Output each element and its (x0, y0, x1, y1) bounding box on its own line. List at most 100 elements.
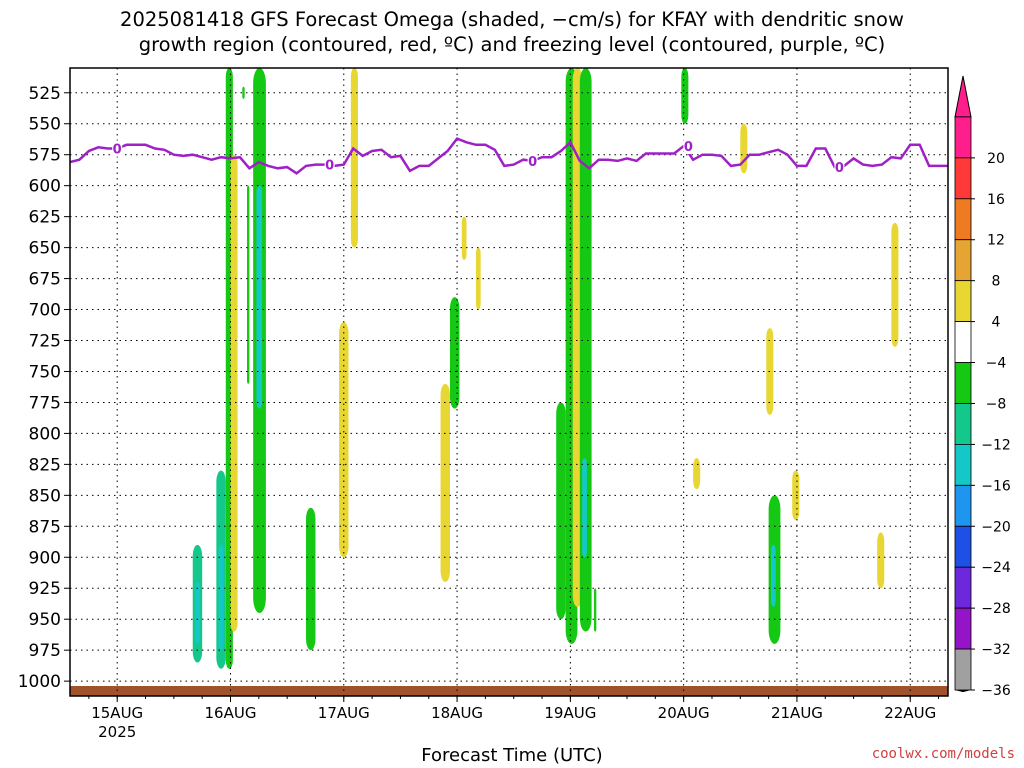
colorbar-label: −24 (981, 560, 1011, 576)
y-tick-label: 700 (29, 301, 61, 321)
x-tick-label: 19AUG (544, 704, 596, 722)
colorbar-segment (954, 280, 972, 322)
omega-region (256, 185, 263, 409)
freezing-level-line (69, 137, 948, 175)
omega-region (556, 402, 566, 620)
omega-region (693, 458, 701, 490)
ground-fill (70, 686, 948, 696)
colorbar-label: −8 (986, 396, 1007, 412)
colorbar-top-arrow (954, 75, 972, 118)
colorbar-label: 20 (987, 151, 1005, 167)
x-tick-label: 16AUG (205, 704, 257, 722)
omega-region (440, 383, 450, 583)
y-tick-label: 1000 (18, 672, 61, 692)
colorbar-label: −28 (981, 601, 1011, 617)
omega-region (582, 458, 587, 558)
omega-region (877, 532, 885, 589)
colorbar-segment (954, 525, 972, 568)
y-tick-label: 850 (29, 486, 61, 506)
colorbar-label: −32 (981, 642, 1011, 658)
chart-title-line2: growth region (contoured, red, ºC) and f… (138, 33, 886, 56)
freezing-level-label-bg (324, 156, 335, 173)
grid (70, 68, 948, 696)
omega-region (891, 222, 899, 347)
y-tick-label: 650 (29, 239, 61, 259)
omega-region (593, 588, 597, 632)
x-tick-label: 17AUG (318, 704, 370, 722)
freezing-level-label: 0 (113, 143, 122, 158)
x-tick-label: 21AUG (771, 704, 823, 722)
y-tick-label: 825 (29, 455, 61, 475)
y-tick-label: 575 (29, 146, 61, 166)
omega-region (230, 154, 238, 632)
freezing-level-label-bg (527, 152, 538, 169)
omega-region (792, 470, 800, 521)
colorbar-segment (954, 321, 972, 363)
colorbar-segment (954, 443, 972, 486)
credit-link[interactable]: coolwx.com/models (871, 746, 1015, 762)
y-tick-label: 625 (29, 208, 61, 228)
colorbar-segment (954, 566, 972, 609)
omega-shading (192, 68, 899, 669)
colorbar-label: −36 (981, 683, 1011, 699)
colorbar-segment (954, 362, 972, 404)
freezing-level-label-bg (683, 138, 694, 155)
colorbar-segment (954, 198, 972, 241)
colorbar-segment (954, 403, 972, 445)
freezing-level-label-bg (834, 159, 845, 176)
y-tick-label: 975 (29, 641, 61, 661)
y-tick-label: 600 (29, 177, 61, 197)
colorbar-segment (954, 484, 972, 527)
y-tick-label: 950 (29, 610, 61, 630)
colorbar-segment (954, 116, 972, 159)
omega-region (242, 86, 245, 99)
omega-region (339, 321, 349, 558)
omega-region (350, 68, 358, 248)
colorbar-label: −16 (981, 478, 1011, 494)
colorbar-segment (954, 157, 972, 200)
colorbar-label: −20 (981, 519, 1011, 535)
colorbar-label: 12 (987, 233, 1005, 249)
freezing-level-label: 0 (325, 159, 334, 174)
colorbar-segment (954, 607, 972, 650)
y-tick-label: 925 (29, 579, 61, 599)
freezing-level-label: 0 (684, 140, 693, 155)
y-tick-label: 675 (29, 270, 61, 290)
colorbar-label: 4 (992, 315, 1001, 331)
omega-region (306, 507, 316, 651)
colorbar-label: −12 (981, 437, 1011, 453)
freezing-level-label: 0 (835, 161, 844, 176)
plot-frame (69, 67, 949, 697)
y-tick-label: 525 (29, 84, 61, 104)
y-tick-label: 550 (29, 115, 61, 135)
omega-region (218, 544, 224, 651)
y-tick-label: 725 (29, 332, 61, 352)
y-tick-label: 875 (29, 517, 61, 537)
colorbar-bottom-arrow-fill (955, 690, 971, 692)
colorbar-label: 8 (992, 274, 1001, 290)
freezing-level-label: 0 (528, 155, 537, 170)
y-tick-label: 750 (29, 362, 61, 382)
y-tick-label: 900 (29, 548, 61, 568)
x-tick-label: 20AUG (658, 704, 710, 722)
x-axis-label: Forecast Time (UTC) (421, 745, 603, 766)
omega-region (681, 68, 689, 124)
colorbar-label: 16 (987, 192, 1005, 208)
y-tick-label: 775 (29, 393, 61, 413)
chart-title-line1: 2025081418 GFS Forecast Omega (shaded, −… (120, 8, 904, 31)
omega-region (461, 216, 467, 260)
omega-region (195, 582, 200, 644)
x-tick-label: 18AUG (431, 704, 483, 722)
x-tick-label: 22AUG (884, 704, 936, 722)
omega-region (770, 544, 776, 607)
omega-region (740, 123, 748, 174)
x-tick-label: 15AUG (91, 704, 143, 722)
colorbar-segment (954, 648, 972, 691)
omega-region (247, 185, 250, 384)
freezing-level-label-bg (112, 140, 123, 157)
omega-region (449, 297, 460, 409)
x-tick-sublabel: 2025 (98, 723, 136, 741)
colorbar-segment (954, 239, 972, 282)
y-tick-label: 800 (29, 424, 61, 444)
